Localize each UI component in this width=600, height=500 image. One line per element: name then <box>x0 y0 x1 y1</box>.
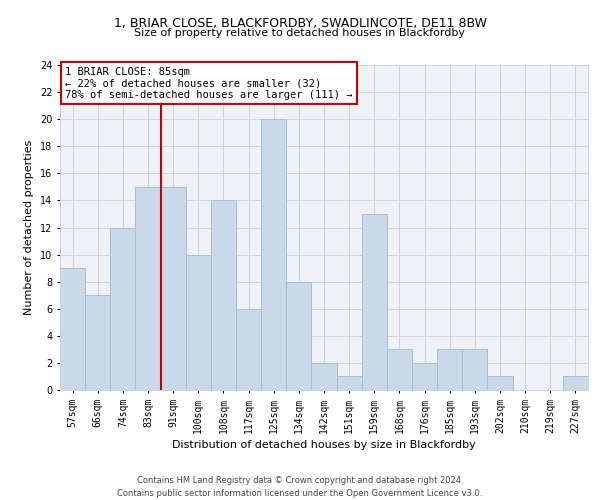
Text: Contains HM Land Registry data © Crown copyright and database right 2024.
Contai: Contains HM Land Registry data © Crown c… <box>118 476 482 498</box>
Text: Size of property relative to detached houses in Blackfordby: Size of property relative to detached ho… <box>134 28 466 38</box>
Bar <box>362 214 387 390</box>
Bar <box>462 350 487 390</box>
Bar <box>487 376 512 390</box>
Y-axis label: Number of detached properties: Number of detached properties <box>25 140 34 315</box>
Bar <box>286 282 311 390</box>
Bar <box>412 363 437 390</box>
X-axis label: Distribution of detached houses by size in Blackfordby: Distribution of detached houses by size … <box>172 440 476 450</box>
Bar <box>85 295 110 390</box>
Bar <box>337 376 362 390</box>
Bar <box>236 308 261 390</box>
Bar <box>311 363 337 390</box>
Bar <box>261 119 286 390</box>
Text: 1, BRIAR CLOSE, BLACKFORDBY, SWADLINCOTE, DE11 8BW: 1, BRIAR CLOSE, BLACKFORDBY, SWADLINCOTE… <box>113 18 487 30</box>
Text: 1 BRIAR CLOSE: 85sqm
← 22% of detached houses are smaller (32)
78% of semi-detac: 1 BRIAR CLOSE: 85sqm ← 22% of detached h… <box>65 66 353 100</box>
Bar <box>186 254 211 390</box>
Bar <box>211 200 236 390</box>
Bar <box>437 350 462 390</box>
Bar <box>387 350 412 390</box>
Bar <box>110 228 136 390</box>
Bar <box>563 376 588 390</box>
Bar <box>161 187 186 390</box>
Bar <box>60 268 85 390</box>
Bar <box>136 187 161 390</box>
